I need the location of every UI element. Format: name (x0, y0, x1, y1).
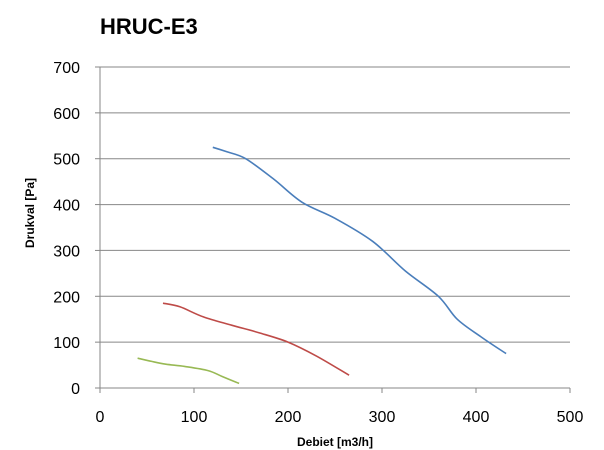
y-tick-label: 700 (53, 60, 80, 77)
series-lines (137, 146, 507, 385)
x-tick-labels: 0 100 200 300 400 500 (96, 409, 584, 426)
y-tick-label: 100 (53, 335, 80, 352)
x-axis-label: Debiet [m3/h] (297, 435, 373, 449)
y-tick-labels: 0 100 200 300 400 500 600 700 (53, 60, 80, 398)
x-tick-label: 500 (557, 409, 584, 426)
x-tick-label: 200 (275, 409, 302, 426)
series-line-3 (137, 357, 240, 385)
y-tick-label: 500 (53, 152, 80, 169)
series-line-2 (162, 302, 350, 376)
grid-lines (95, 66, 571, 393)
y-tick-label: 600 (53, 106, 80, 123)
y-tick-label: 300 (53, 243, 80, 260)
chart-title: HRUC-E3 (100, 14, 198, 39)
y-axis-label: Drukval [Pa] (23, 178, 37, 248)
y-tick-label: 0 (71, 381, 80, 398)
x-tick-label: 400 (463, 409, 490, 426)
x-tick-label: 300 (369, 409, 396, 426)
y-tick-label: 400 (53, 198, 80, 215)
y-tick-label: 200 (53, 289, 80, 306)
x-tick-label: 0 (96, 409, 105, 426)
series-line-1 (212, 146, 507, 355)
x-tick-label: 100 (181, 409, 208, 426)
